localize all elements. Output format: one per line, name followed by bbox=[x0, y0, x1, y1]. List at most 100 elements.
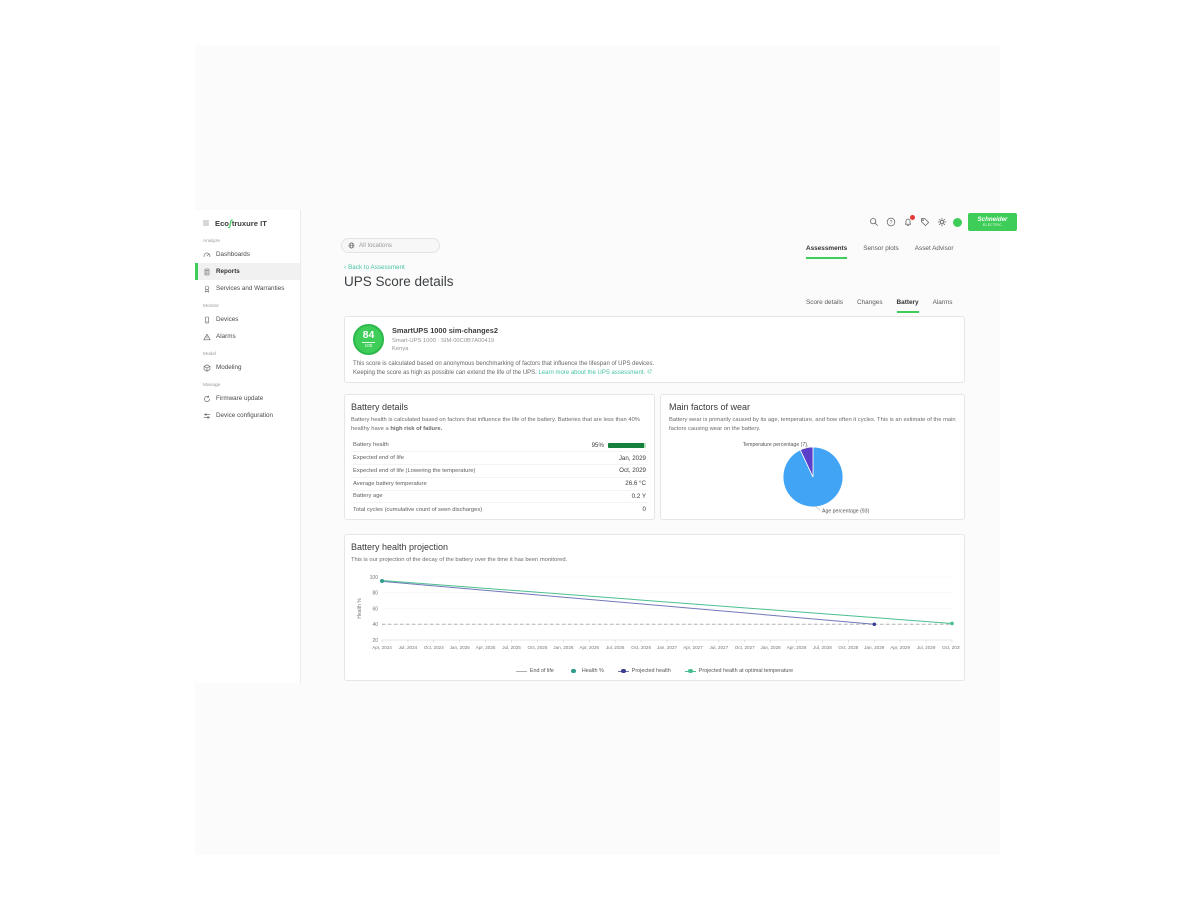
svg-text:Apr, 2029: Apr, 2029 bbox=[890, 645, 910, 650]
sidebar-item-firmware-update[interactable]: Firmware update bbox=[195, 390, 300, 407]
subtab-alarms[interactable]: Alarms bbox=[932, 299, 953, 306]
svg-text:Jul, 2028: Jul, 2028 bbox=[813, 645, 832, 650]
tab-sensor-plots[interactable]: Sensor plots bbox=[863, 245, 899, 252]
legend-marker bbox=[515, 668, 527, 674]
svg-text:80: 80 bbox=[372, 590, 378, 596]
battery-health-fill bbox=[608, 442, 645, 448]
topbar: ? Schneider ELECTRIC bbox=[868, 213, 1017, 231]
svg-text:Apr, 2027: Apr, 2027 bbox=[683, 645, 703, 650]
sidebar-item-services-and-warranties[interactable]: Services and Warranties bbox=[195, 280, 300, 297]
wear-description: Battery wear is primarily caused by its … bbox=[669, 417, 956, 432]
tab-asset-advisor[interactable]: Asset Advisor bbox=[914, 245, 954, 252]
sidebar-item-label: Services and Warranties bbox=[216, 285, 285, 292]
gauge-icon bbox=[203, 251, 211, 259]
hamburger-menu-icon[interactable] bbox=[202, 219, 210, 227]
svg-text:Apr, 2025: Apr, 2025 bbox=[476, 645, 496, 650]
nav-section-label: Manage bbox=[203, 383, 221, 388]
back-to-assessment-link[interactable]: ‹ Back to Assessment bbox=[344, 264, 405, 271]
ecostruxure-logo: Ecoʃtruxure IT bbox=[215, 218, 267, 228]
score-description: This score is calculated based on anonym… bbox=[353, 361, 655, 377]
pie-label-temperature: Temperature percentage (7) bbox=[743, 442, 808, 448]
modeling-icon bbox=[203, 364, 211, 372]
sidebar: Ecoʃtruxure IT Analyze Dashboards Reports S… bbox=[195, 210, 301, 683]
sidebar-item-dashboards[interactable]: Dashboards bbox=[195, 246, 300, 263]
svg-text:Oct, 2025: Oct, 2025 bbox=[527, 645, 547, 650]
card-title: Battery health projection bbox=[351, 542, 449, 552]
battery-detail-label: Battery age bbox=[353, 493, 383, 500]
notification-badge bbox=[910, 214, 915, 220]
sidebar-item-alarms[interactable]: Alarms bbox=[195, 328, 300, 345]
svg-text:Jan, 2026: Jan, 2026 bbox=[553, 645, 574, 650]
tag-icon[interactable] bbox=[919, 217, 930, 228]
chevron-left-icon: ‹ bbox=[344, 264, 347, 271]
sidebar-item-label: Reports bbox=[216, 268, 240, 275]
schneider-electric-logo[interactable]: Schneider ELECTRIC bbox=[968, 213, 1017, 231]
report-icon bbox=[203, 268, 211, 276]
sidebar-item-modeling[interactable]: Modeling bbox=[195, 359, 300, 376]
svg-text:Oct, 2028: Oct, 2028 bbox=[838, 645, 858, 650]
battery-detail-row: Average battery temperature 26.6 °C bbox=[351, 478, 648, 491]
svg-text:Jan, 2028: Jan, 2028 bbox=[761, 645, 782, 650]
alarm-icon bbox=[203, 333, 211, 341]
svg-text:Jul, 2029: Jul, 2029 bbox=[917, 645, 936, 650]
legend-item-end-of-life[interactable]: End of life bbox=[515, 668, 554, 674]
battery-detail-row: Battery health 95% bbox=[351, 439, 648, 453]
notifications-bell-icon[interactable] bbox=[902, 214, 915, 228]
sidebar-item-label: Alarms bbox=[216, 333, 236, 340]
subtab-score-details[interactable]: Score details bbox=[806, 299, 843, 306]
battery-detail-value: 95% bbox=[591, 441, 604, 449]
location-filter-input[interactable]: All locations bbox=[341, 238, 440, 253]
sidebar-item-device-configuration[interactable]: Device configuration bbox=[195, 407, 300, 424]
legend-item-projected-health-at-optimal-temperature[interactable]: Projected health at optimal temperature bbox=[684, 668, 793, 674]
svg-text:Oct, 2029: Oct, 2029 bbox=[942, 645, 960, 650]
sidebar-item-label: Modeling bbox=[216, 364, 242, 371]
svg-text:60: 60 bbox=[372, 606, 378, 612]
device-icon bbox=[203, 316, 211, 324]
svg-text:100: 100 bbox=[370, 574, 379, 580]
search-icon[interactable] bbox=[868, 217, 879, 228]
battery-detail-row: Battery age 0.2 Y bbox=[351, 491, 648, 504]
settings-gear-icon[interactable] bbox=[936, 217, 947, 228]
logo-s-glyph: ʃ bbox=[228, 218, 232, 228]
legend-item-health[interactable]: Health % bbox=[568, 668, 604, 674]
legend-marker bbox=[568, 668, 579, 674]
page-title: UPS Score details bbox=[344, 274, 454, 289]
battery-detail-value: Jan, 2029 bbox=[618, 454, 646, 462]
sidebar-item-reports[interactable]: Reports bbox=[195, 263, 300, 280]
sidebar-item-devices[interactable]: Devices bbox=[195, 311, 300, 328]
subtab-battery[interactable]: Battery bbox=[896, 299, 919, 313]
svg-text:Oct, 2026: Oct, 2026 bbox=[631, 645, 651, 650]
nav-section-label: Monitor bbox=[203, 304, 219, 309]
services-icon bbox=[203, 285, 211, 293]
external-link-icon bbox=[647, 369, 652, 376]
legend-item-projected-health[interactable]: Projected health bbox=[617, 668, 671, 674]
battery-detail-label: Expected end of life bbox=[353, 455, 404, 462]
svg-text:Apr, 2028: Apr, 2028 bbox=[787, 645, 807, 650]
battery-detail-row: Expected end of life Jan, 2029 bbox=[351, 452, 648, 465]
help-icon[interactable]: ? bbox=[885, 217, 896, 228]
battery-details-table: Battery health 95% Expected end of life Jan… bbox=[351, 439, 648, 516]
config-icon bbox=[203, 412, 211, 420]
score-value: 84 bbox=[362, 329, 375, 342]
projection-legend: End of life Health % Projected health Proje… bbox=[345, 668, 964, 674]
legend-label: Health % bbox=[581, 668, 604, 674]
sidebar-item-label: Dashboards bbox=[216, 251, 250, 258]
device-name: SmartUPS 1000 sim-changes2 bbox=[392, 326, 498, 335]
tab-assessments[interactable]: Assessments bbox=[806, 245, 848, 259]
score-max: 100 bbox=[364, 342, 373, 348]
score-summary-card: 84 100 SmartUPS 1000 sim-changes2 Smart-… bbox=[344, 316, 965, 383]
wear-factors-card: Main factors of wear Battery wear is pri… bbox=[660, 394, 965, 520]
subtab-changes[interactable]: Changes bbox=[856, 299, 883, 306]
series-point-health bbox=[380, 578, 384, 583]
sidebar-item-label: Devices bbox=[216, 316, 239, 323]
sidebar-item-label: Firmware update bbox=[216, 395, 264, 402]
battery-details-description: Battery health is calculated based on fa… bbox=[351, 417, 640, 432]
learn-more-link[interactable]: Learn more about the UPS assessment. bbox=[538, 370, 646, 377]
location-filter-placeholder: All locations bbox=[359, 242, 393, 249]
svg-text:40: 40 bbox=[372, 622, 378, 628]
user-avatar[interactable] bbox=[953, 217, 962, 227]
battery-details-card: Battery details Battery health is calcul… bbox=[344, 394, 655, 520]
series-projected-health bbox=[381, 580, 875, 625]
card-title: Battery details bbox=[351, 402, 409, 412]
